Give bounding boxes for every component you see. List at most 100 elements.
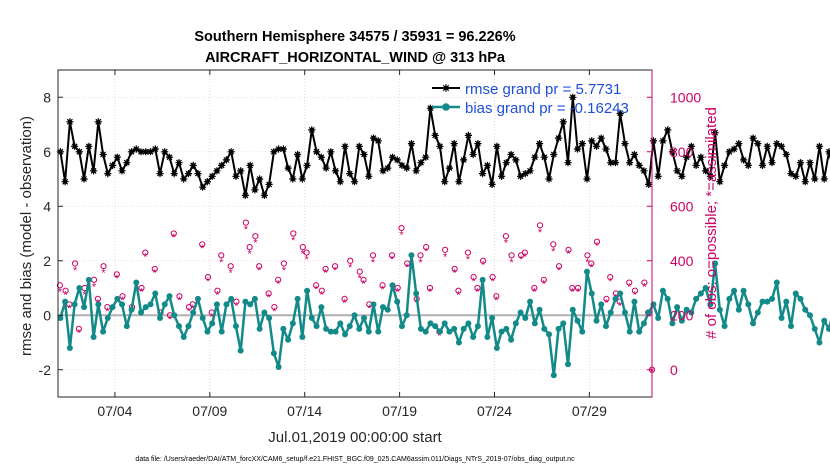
bias-point: [337, 320, 344, 327]
obs-possible-point: [246, 244, 253, 251]
obs-possible-point: [508, 252, 515, 259]
obs-assimilated-point: *: [399, 230, 404, 242]
bias-point: [536, 306, 543, 313]
bias-point: [280, 325, 287, 332]
rmse-point-star: [512, 156, 520, 164]
obs-possible-point: [603, 295, 610, 302]
rmse-point-star: [649, 137, 657, 145]
rmse-point-star: [692, 161, 700, 169]
bias-series: [57, 252, 830, 379]
bias-point: [721, 323, 728, 330]
rmse-point-star: [545, 175, 553, 183]
bias-point: [57, 314, 64, 321]
obs-assimilated-point: *: [276, 279, 281, 291]
obs-assimilated-point: *: [323, 268, 328, 280]
rmse-point-star: [763, 142, 771, 150]
bias-point: [726, 295, 733, 302]
bias-point: [783, 298, 790, 305]
rmse-point-star: [635, 161, 643, 169]
x-tick-label: 07/19: [382, 403, 417, 419]
obs-assimilated-point: *: [257, 265, 262, 277]
obs-possible-point: [502, 233, 509, 240]
rmse-point-star: [654, 172, 662, 180]
rmse-point-star: [801, 178, 809, 186]
bias-line: [59, 254, 830, 377]
bias-point: [275, 364, 282, 371]
bias-point: [584, 268, 591, 275]
obs-possible-point: [574, 284, 582, 292]
bias-point: [256, 325, 263, 332]
obs-possible-point: [199, 241, 206, 248]
obs-possible-point: [550, 241, 557, 248]
bias-point: [85, 276, 92, 283]
bias-point: [142, 304, 149, 311]
rmse-point-star: [526, 167, 534, 175]
rmse-point-star: [156, 170, 164, 178]
bias-point: [451, 325, 458, 332]
bias-point: [375, 328, 382, 335]
rmse-point-star: [464, 131, 472, 139]
y-right-tick-label: 1000: [670, 89, 701, 105]
bias-point: [90, 334, 97, 341]
bias-point: [764, 298, 771, 305]
obs-assimilated-point: *: [576, 287, 581, 299]
bias-point: [446, 328, 453, 335]
bias-point: [745, 301, 752, 308]
rmse-point-star: [592, 142, 601, 150]
bias-point: [806, 312, 813, 319]
y-right-tick-label: 200: [670, 307, 694, 323]
rmse-point-star: [498, 172, 506, 180]
rmse-point-star: [754, 140, 762, 148]
rmse-point-star: [441, 178, 449, 186]
rmse-point-star: [113, 153, 121, 161]
rmse-point-star: [180, 175, 188, 183]
x-tick-label: 07/04: [97, 403, 132, 419]
obs-possible-series: [56, 219, 656, 373]
rmse-point-star: [436, 142, 444, 150]
rmse-point-star: [142, 148, 150, 156]
bias-point: [237, 347, 244, 354]
rmse-point-star: [550, 150, 558, 159]
bias-point: [645, 309, 652, 316]
obs-assimilated-point: *: [627, 281, 632, 293]
obs-assimilated-point: *: [538, 227, 543, 239]
x-tick-label: 07/24: [477, 403, 512, 419]
bias-point: [565, 361, 572, 368]
rmse-point-star: [431, 131, 439, 139]
bias-point: [413, 290, 420, 297]
obs-assimilated-point: *: [509, 257, 514, 269]
obs-possible-point: [341, 295, 348, 302]
bias-point: [598, 301, 605, 308]
obs-assimilated-point: *: [301, 249, 306, 261]
obs-assimilated-point: *: [172, 232, 177, 244]
rmse-point-star: [469, 150, 477, 159]
obs-possible-point: [455, 287, 462, 294]
bias-point: [546, 331, 553, 338]
obs-assimilated-point: *: [523, 251, 528, 263]
rmse-point-star: [246, 161, 254, 169]
rmse-point-star: [564, 159, 572, 167]
obs-assimilated-point: *: [504, 238, 509, 250]
rmse-point-star: [678, 172, 686, 180]
y-axis-right-label: # of obs: o=possible; *=assimilated: [703, 107, 720, 339]
rmse-point-star: [75, 148, 83, 156]
bias-point: [688, 309, 695, 316]
x-tick-label: 07/09: [192, 403, 227, 419]
bias-point: [650, 301, 657, 308]
bias-point: [574, 317, 581, 324]
rmse-point-star: [488, 180, 496, 188]
bias-point: [422, 328, 429, 335]
bias-point: [602, 323, 609, 330]
y-axis-label: rmse and bias (model - observation): [18, 116, 35, 356]
rmse-point-star: [232, 172, 240, 180]
x-tick-label: 07/14: [287, 403, 322, 419]
bias-point: [802, 306, 809, 313]
bias-point: [313, 323, 320, 330]
rmse-point-star: [66, 118, 74, 126]
rmse-point-star: [569, 93, 577, 101]
obs-possible-point: [256, 263, 263, 270]
obs-possible-point: [555, 263, 563, 270]
obs-assimilated-point: *: [437, 330, 442, 342]
bias-point: [218, 328, 225, 335]
bias-point: [579, 328, 586, 335]
